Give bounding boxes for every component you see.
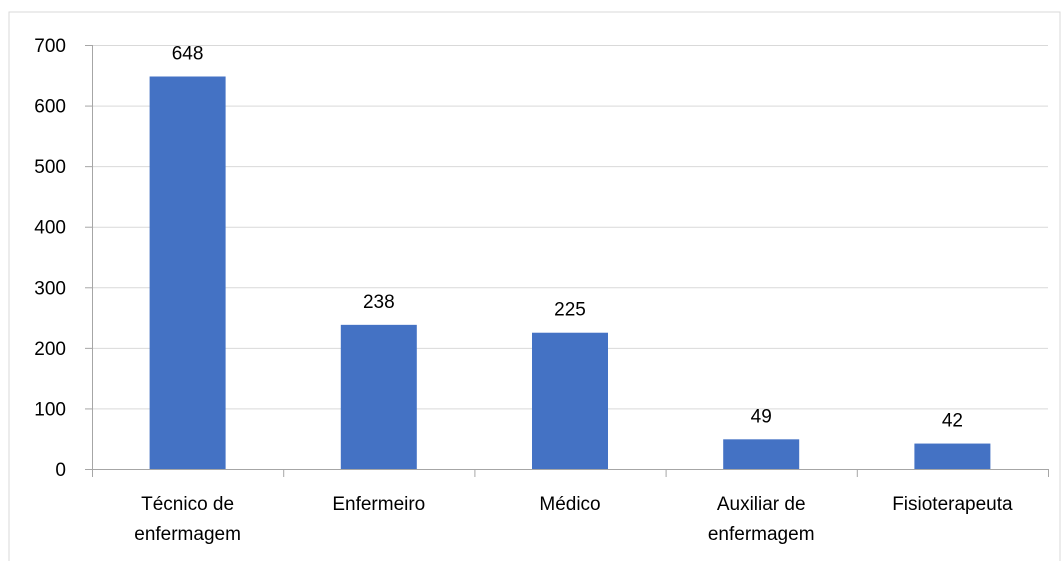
y-tick-label: 400 (34, 218, 66, 239)
bar (340, 324, 417, 469)
x-category-label: Fisioterapeuta (892, 494, 1013, 515)
x-category-label-line: enfermagem (134, 524, 241, 545)
y-tick-label: 600 (34, 97, 66, 118)
x-category-label-line: Fisioterapeuta (892, 494, 1013, 515)
y-tick-label: 200 (34, 339, 66, 360)
x-category-label-line: Técnico de (141, 494, 234, 515)
data-label: 238 (363, 292, 395, 313)
bar (149, 76, 226, 470)
data-label: 648 (172, 43, 204, 64)
x-category-label: Técnico de enfermagem (134, 494, 241, 545)
x-category-label: Enfermeiro (332, 494, 425, 515)
chart-border (8, 11, 1061, 561)
y-tick-label: 0 (55, 460, 66, 481)
bar (723, 439, 800, 469)
data-label: 49 (751, 406, 772, 427)
y-tick-label: 100 (34, 399, 66, 420)
x-category-label-line: Auxiliar de (717, 494, 806, 515)
x-category-label: Auxiliar de enfermagem (708, 494, 815, 545)
y-tick-label: 700 (34, 36, 66, 57)
data-label: 225 (554, 300, 586, 321)
bar (914, 443, 991, 469)
x-category-label: Médico (539, 494, 600, 515)
bar (532, 332, 608, 469)
x-category-label-line: Médico (539, 494, 600, 515)
y-tick-label: 300 (34, 278, 66, 299)
data-label: 42 (942, 411, 963, 432)
x-category-label-line: Enfermeiro (332, 494, 425, 515)
y-tick-label: 500 (34, 157, 66, 178)
x-category-label-line: enfermagem (708, 524, 815, 545)
